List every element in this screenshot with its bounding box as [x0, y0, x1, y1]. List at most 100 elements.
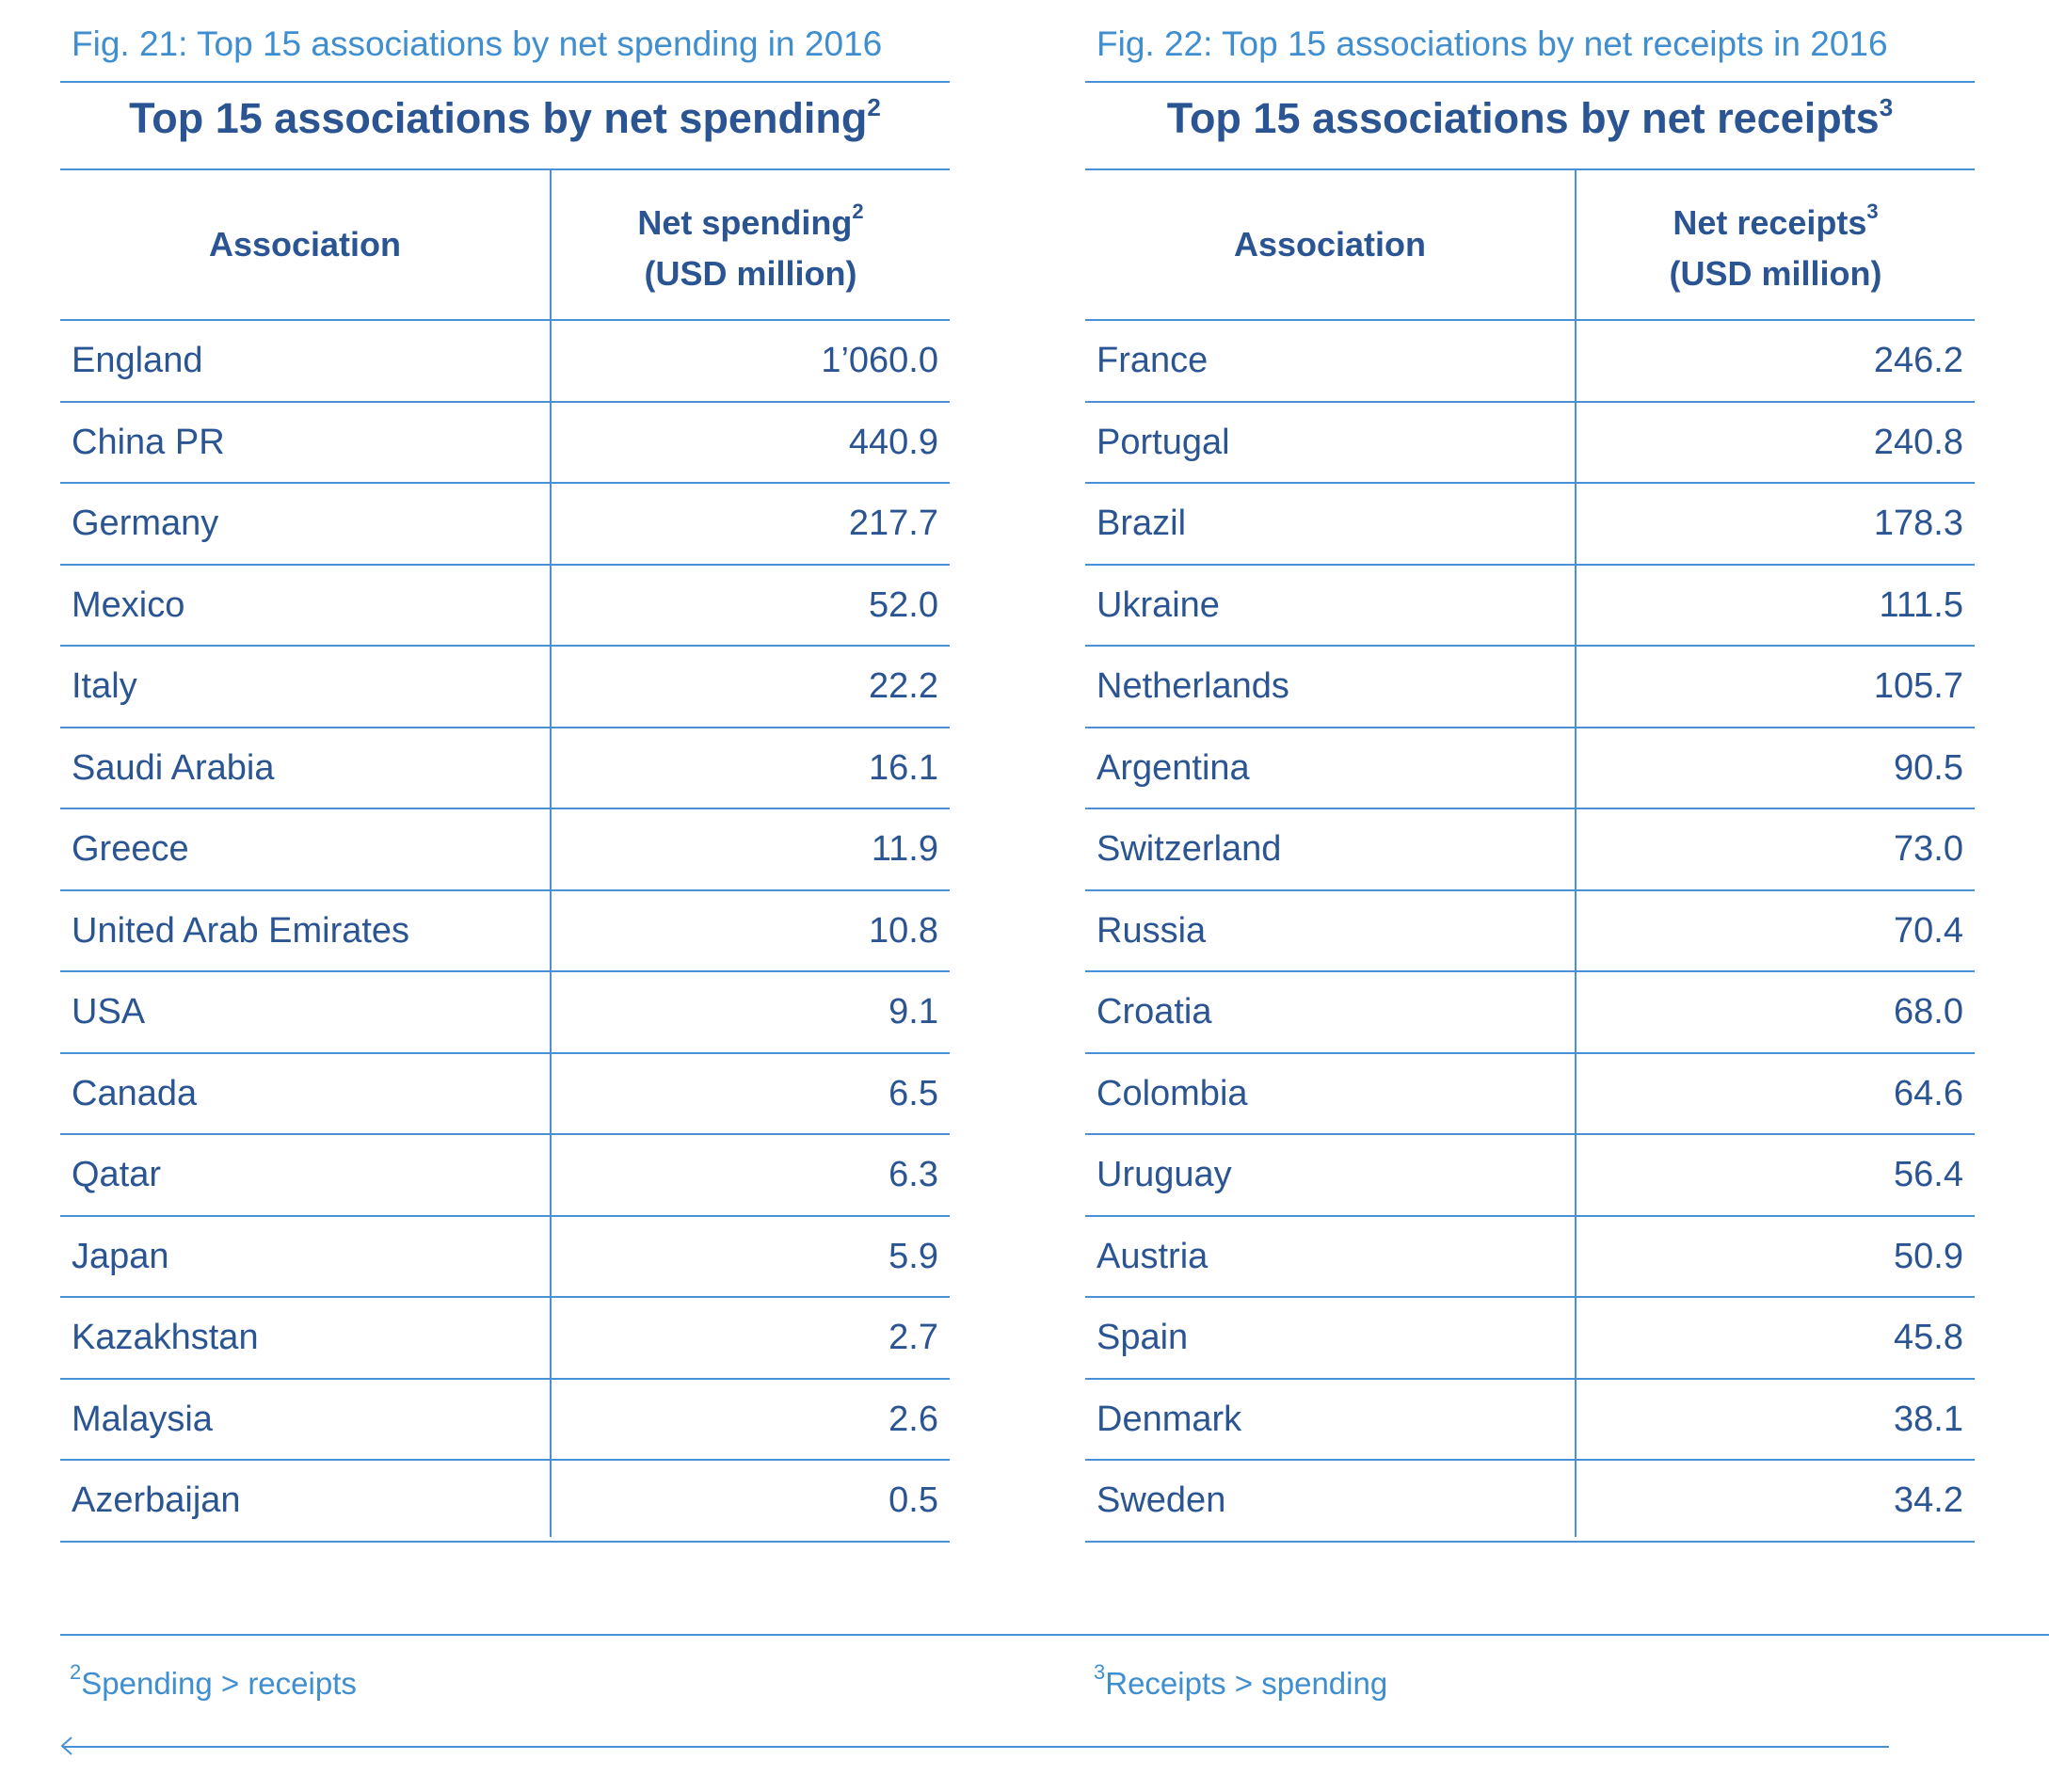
amount-value: 34.2	[1894, 1480, 1963, 1520]
column-header-net-spending: Net spending2 (USD million)	[552, 169, 950, 319]
table-row: Switzerland 73.0	[1085, 809, 1975, 891]
amount-value: 111.5	[1879, 584, 1963, 625]
amount-value: 0.5	[888, 1480, 938, 1520]
association-name: Mexico	[72, 584, 185, 625]
association-name: China PR	[72, 422, 225, 462]
table-row: Qatar 6.3	[60, 1135, 950, 1217]
table-row: China PR 440.9	[60, 403, 950, 484]
footnote-marker: 3	[1879, 93, 1894, 121]
amount-value: 52.0	[869, 584, 938, 625]
footnote-marker: 2	[852, 199, 864, 223]
amount-value: 73.0	[1894, 829, 1963, 869]
amount-value: 22.2	[869, 666, 938, 706]
association-name: Ukraine	[1097, 584, 1220, 625]
association-name: Switzerland	[1097, 829, 1282, 869]
amount-value: 70.4	[1894, 910, 1963, 951]
column-header-unit: (USD million)	[644, 253, 857, 293]
amount-value: 2.7	[888, 1318, 938, 1357]
table-row: Spain 45.8	[1085, 1298, 1975, 1380]
divider	[60, 319, 950, 321]
column-header-text: Net receipts	[1673, 202, 1867, 242]
table-title: Top 15 associations by net spending2	[60, 93, 950, 143]
amount-value: 2.6	[888, 1399, 938, 1439]
table-row: Colombia 64.6	[1085, 1054, 1975, 1135]
table-row: Portugal 240.8	[1085, 403, 1975, 484]
table-row: Uruguay 56.4	[1085, 1135, 1975, 1217]
table-row: Malaysia 2.6	[60, 1380, 950, 1461]
amount-value: 64.6	[1894, 1073, 1963, 1113]
table-row: Brazil 178.3	[1085, 484, 1975, 566]
footnote-text: Receipts > spending	[1105, 1666, 1388, 1701]
association-name: Russia	[1097, 910, 1207, 951]
table-row: Ukraine 111.5	[1085, 566, 1975, 647]
association-name: USA	[72, 992, 146, 1032]
association-name: United Arab Emirates	[72, 910, 410, 951]
association-name: Japan	[72, 1236, 169, 1276]
footnote-receipts: 3Receipts > spending	[1094, 1660, 1388, 1702]
divider	[1085, 168, 1975, 170]
table-row: USA 9.1	[60, 972, 950, 1054]
footnote-marker: 2	[70, 1660, 82, 1684]
table-row: France 246.2	[1085, 321, 1975, 403]
column-header-association: Association	[1233, 224, 1427, 264]
amount-value: 10.8	[869, 910, 938, 951]
amount-value: 178.3	[1873, 504, 1963, 543]
divider	[1085, 319, 1975, 321]
amount-value: 68.0	[1894, 992, 1963, 1032]
amount-value: 440.9	[848, 422, 938, 462]
footnote-spending: 2Spending > receipts	[70, 1660, 357, 1702]
association-name: Portugal	[1097, 422, 1230, 462]
table-body: France 246.2 Portugal 240.8 Brazil 178.3 Ukrai…	[1085, 321, 1975, 1543]
association-name: Brazil	[1097, 504, 1187, 543]
footnote-text: Spending > receipts	[81, 1666, 357, 1701]
table-title-text: Top 15 associations by net receipts	[1166, 94, 1880, 142]
table-row: Austria 50.9	[1085, 1217, 1975, 1298]
table-row: England 1’060.0	[60, 321, 950, 403]
association-name: Azerbaijan	[72, 1480, 241, 1520]
amount-value: 50.9	[1894, 1236, 1963, 1276]
table-row: Sweden 34.2	[1085, 1461, 1975, 1543]
table-row: Kazakhstan 2.7	[60, 1298, 950, 1380]
association-name: Kazakhstan	[72, 1318, 259, 1357]
amount-value: 16.1	[869, 747, 938, 788]
association-name: Germany	[72, 504, 219, 543]
association-name: Qatar	[72, 1155, 162, 1194]
association-name: Austria	[1097, 1236, 1209, 1276]
amount-value: 5.9	[888, 1236, 938, 1276]
association-name: Colombia	[1097, 1073, 1248, 1113]
table-title: Top 15 associations by net receipts3	[1085, 93, 1975, 143]
table-row: Greece 11.9	[60, 809, 950, 891]
table-row: United Arab Emirates 10.8	[60, 891, 950, 972]
divider	[1085, 81, 1975, 83]
association-name: Spain	[1097, 1318, 1189, 1357]
table-title-text: Top 15 associations by net spending	[129, 94, 868, 142]
bottom-divider	[62, 1746, 1889, 1748]
table-row: Italy 22.2	[60, 647, 950, 728]
amount-value: 240.8	[1873, 422, 1963, 462]
amount-value: 45.8	[1894, 1318, 1963, 1357]
table-row: Saudi Arabia 16.1	[60, 728, 950, 809]
table-row: Canada 6.5	[60, 1054, 950, 1135]
association-name: Greece	[72, 829, 189, 869]
table-row: Germany 217.7	[60, 484, 950, 566]
table-row: Croatia 68.0	[1085, 972, 1975, 1054]
table-row: Japan 5.9	[60, 1217, 950, 1298]
table-row: Russia 70.4	[1085, 891, 1975, 972]
back-arrow-icon[interactable]	[55, 1732, 83, 1760]
amount-value: 246.2	[1873, 341, 1963, 380]
divider	[60, 168, 950, 170]
column-header-association: Association	[208, 224, 402, 264]
association-name: Italy	[72, 666, 137, 706]
footnote-marker: 3	[1866, 199, 1879, 223]
footnote-marker: 2	[867, 93, 881, 121]
association-name: Malaysia	[72, 1399, 213, 1439]
association-name: Croatia	[1097, 992, 1212, 1032]
figure-caption: Fig. 21: Top 15 associations by net spen…	[72, 24, 883, 63]
column-header-unit: (USD million)	[1669, 253, 1882, 293]
divider	[60, 81, 950, 83]
association-name: Saudi Arabia	[72, 747, 275, 788]
association-name: England	[72, 341, 203, 380]
association-name: Canada	[72, 1073, 198, 1113]
amount-value: 9.1	[888, 992, 938, 1032]
column-header-net-receipts: Net receipts3 (USD million)	[1577, 169, 1975, 319]
